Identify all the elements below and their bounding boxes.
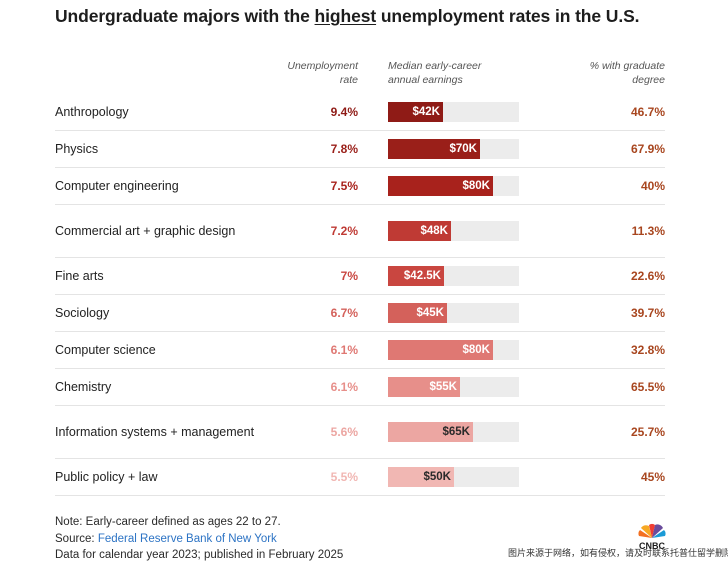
major-name: Commercial art + graphic design	[55, 223, 236, 238]
unemployment-rate-value: 5.5%	[330, 469, 358, 484]
watermark-text: 图片来源于网络，如有侵权，请及时联系托普仕留学删除	[508, 548, 728, 558]
logo-feather-purple	[652, 524, 663, 538]
graduate-degree-value: 32.8%	[630, 342, 665, 357]
earnings-bar-track: $42.5K	[388, 266, 519, 286]
earnings-bar: $65K	[388, 422, 473, 442]
table-row: Public policy + law 5.5% $50K 45%	[55, 458, 665, 496]
major-name: Chemistry	[55, 379, 112, 394]
earnings-bar-label: $80K	[462, 344, 491, 356]
earnings-bar: $45K	[388, 303, 447, 323]
earnings-bar-track: $65K	[388, 422, 519, 442]
table-row: Computer science 6.1% $80K 32.8%	[55, 331, 665, 369]
table-row: Chemistry 6.1% $55K 65.5%	[55, 368, 665, 406]
major-name: Computer science	[55, 342, 156, 357]
graduate-degree-value: 40%	[640, 178, 665, 193]
earnings-bar-label: $70K	[449, 143, 478, 155]
table-row: Fine arts 7% $42.5K 22.6%	[55, 257, 665, 295]
graduate-degree-value: 11.3%	[631, 223, 665, 238]
graduate-degree-value: 65.5%	[630, 379, 665, 394]
data-year-text: Data for calendar year 2023; published i…	[55, 549, 344, 561]
earnings-bar-track: $80K	[388, 340, 519, 360]
earnings-bar: $80K	[388, 340, 493, 360]
source-link[interactable]: Federal Reserve Bank of New York	[97, 532, 277, 545]
logo-feather-red	[649, 524, 655, 538]
logo-feather-orange	[638, 530, 652, 538]
chart-title: Undergraduate majors with the highest un…	[55, 6, 640, 26]
major-name: Information systems + management	[55, 424, 255, 439]
earnings-bar: $42.5K	[388, 266, 444, 286]
earnings-bar-track: $80K	[388, 176, 519, 196]
earnings-bar-track: $45K	[388, 303, 519, 323]
earnings-bar-label: $42K	[412, 106, 441, 118]
earnings-bar-label: $80K	[462, 180, 491, 192]
table-row: Computer engineering 7.5% $80K 40%	[55, 167, 665, 205]
earnings-bar: $70K	[388, 139, 480, 159]
header-unemployment-rate: Unemployment rate	[287, 60, 358, 86]
major-name: Fine arts	[55, 268, 104, 283]
earnings-bar-label: $55K	[429, 381, 458, 393]
unemployment-rate-value: 7%	[340, 268, 358, 283]
earnings-bar: $80K	[388, 176, 493, 196]
earnings-bar: $48K	[388, 221, 451, 241]
logo-feather-yellow	[641, 525, 652, 538]
unemployment-rate-value: 6.1%	[330, 342, 358, 357]
major-name: Computer engineering	[55, 178, 179, 193]
graduate-degree-value: 46.7%	[630, 104, 665, 119]
earnings-bar-track: $55K	[388, 377, 519, 397]
table-row: Sociology 6.7% $45K 39.7%	[55, 294, 665, 332]
source-text: Source: Federal Reserve Bank of New York	[55, 532, 277, 545]
earnings-bar-label: $45K	[416, 307, 445, 319]
major-name: Sociology	[55, 305, 110, 320]
earnings-bar-track: $48K	[388, 221, 519, 241]
earnings-bar: $50K	[388, 467, 454, 487]
unemployment-rate-value: 9.4%	[330, 104, 358, 119]
logo-feather-blue	[652, 530, 666, 538]
table-row: Commercial art + graphic design 7.2% $48K 1…	[55, 204, 665, 258]
earnings-bar-label: $42.5K	[403, 270, 441, 282]
unemployment-rate-value: 7.8%	[330, 141, 358, 156]
note-text: Note: Early-career defined as ages 22 to…	[55, 516, 281, 528]
earnings-bar-label: $48K	[420, 225, 449, 237]
graduate-degree-value: 39.7%	[630, 305, 665, 320]
major-name: Public policy + law	[55, 469, 158, 484]
footnotes: Note: Early-career defined as ages 22 to…	[55, 514, 343, 564]
graduate-degree-value: 45%	[640, 469, 665, 484]
header-graduate-degree: % with graduate degree	[589, 60, 665, 86]
unemployment-rate-value: 7.2%	[330, 223, 358, 238]
unemployment-rate-value: 7.5%	[330, 178, 358, 193]
table-row: Anthropology 9.4% $42K 46.7%	[55, 93, 665, 131]
earnings-bar: $42K	[388, 102, 443, 122]
header-median-earnings: Median early-career annual earnings	[388, 60, 482, 86]
earnings-bar-label: $50K	[423, 471, 452, 483]
cnbc-peacock-logo: CNBC	[638, 524, 666, 551]
earnings-bar-track: $70K	[388, 139, 519, 159]
earnings-bar-track: $50K	[388, 467, 519, 487]
table-row: Information systems + management 5.6% $65K…	[55, 405, 665, 459]
major-name: Anthropology	[55, 104, 129, 119]
earnings-bar: $55K	[388, 377, 460, 397]
table-row: Physics 7.8% $70K 67.9%	[55, 130, 665, 168]
major-name: Physics	[55, 141, 99, 156]
unemployment-rate-value: 5.6%	[330, 424, 358, 439]
graduate-degree-value: 22.6%	[630, 268, 665, 283]
earnings-bar-track: $42K	[388, 102, 519, 122]
unemployment-rate-value: 6.7%	[330, 305, 358, 320]
graduate-degree-value: 25.7%	[630, 424, 665, 439]
earnings-bar-label: $65K	[442, 426, 471, 438]
graduate-degree-value: 67.9%	[630, 141, 665, 156]
logo-text: CNBC	[639, 541, 665, 551]
unemployment-rate-value: 6.1%	[330, 379, 358, 394]
